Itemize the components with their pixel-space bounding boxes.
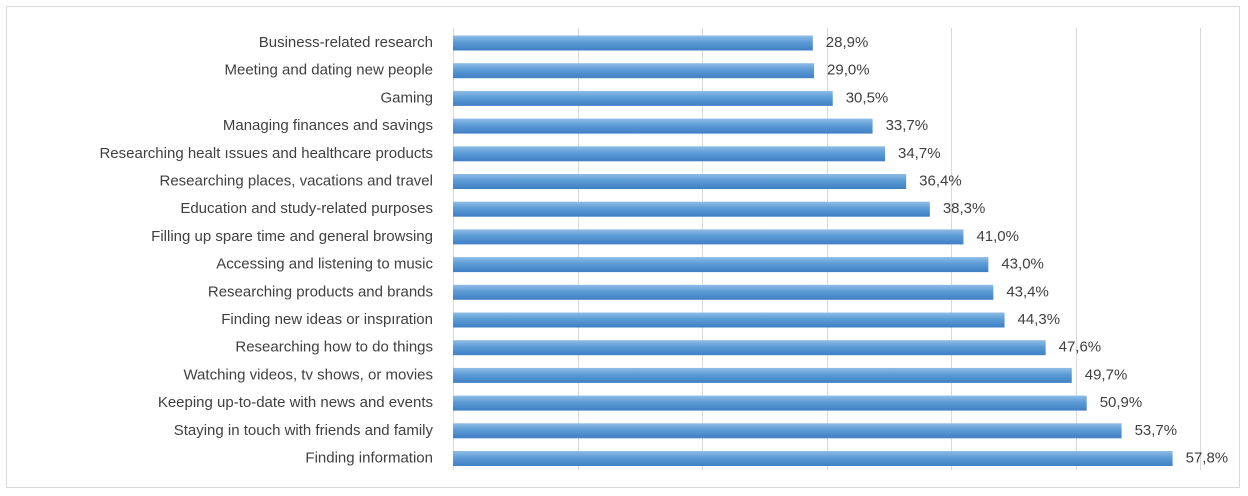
category-label: Gaming: [380, 89, 433, 106]
data-label: 33,7%: [886, 117, 929, 134]
category-label: Researching products and brands: [208, 283, 433, 300]
bar: [453, 367, 1072, 383]
data-label: 29,0%: [827, 62, 870, 79]
bar: [453, 423, 1122, 439]
category-label: Accessing and listening to music: [216, 256, 433, 273]
category-label: Education and study-related purposes: [180, 200, 433, 217]
bar: [453, 201, 930, 217]
bar: [453, 395, 1087, 411]
data-label: 36,4%: [919, 172, 962, 189]
data-label: 44,3%: [1018, 311, 1061, 328]
data-label: 41,0%: [976, 228, 1019, 245]
category-label: Finding information: [305, 449, 433, 466]
category-label: Managing finances and savings: [223, 117, 433, 134]
bar: [453, 90, 833, 106]
bar: [453, 146, 886, 162]
bar: [453, 35, 813, 51]
data-label: 50,9%: [1100, 394, 1143, 411]
bar: [453, 257, 989, 273]
data-label: 38,3%: [943, 200, 986, 217]
category-label: Researching how to do things: [235, 339, 433, 356]
value-labels: 28,9% 29,0% 30,5% 33,7% 34,7% 36,4% 38,3% 41,0%…: [826, 34, 1228, 467]
bars: [453, 35, 1173, 466]
data-label: 43,4%: [1006, 283, 1049, 300]
category-label: Keeping up-to-date with news and events: [158, 394, 433, 411]
data-label: 28,9%: [826, 34, 869, 51]
data-label: 30,5%: [846, 89, 889, 106]
bar: [453, 284, 994, 300]
bar: [453, 174, 907, 189]
data-label: 57,8%: [1186, 449, 1229, 466]
data-label: 34,7%: [898, 145, 941, 162]
data-label: 47,6%: [1059, 339, 1102, 356]
category-label: Business-related research: [259, 34, 433, 51]
category-label: Meeting and dating new people: [225, 62, 434, 79]
bar: [453, 118, 873, 134]
data-label: 43,0%: [1001, 256, 1044, 273]
data-label: 49,7%: [1085, 366, 1128, 383]
category-label: Filling up spare time and general browsi…: [151, 228, 433, 245]
category-label: Finding new ideas or inspıration: [221, 311, 433, 328]
bar: [453, 312, 1005, 328]
bar: [453, 229, 964, 245]
category-label: Researching healt ıssues and healthcare …: [99, 145, 433, 162]
data-label: 53,7%: [1135, 422, 1178, 439]
bar: [453, 63, 815, 79]
category-label: Staying in touch with friends and family: [174, 422, 434, 439]
category-labels: Business-related research Meeting and dat…: [99, 34, 433, 467]
category-label: Watching videos, tv shows, or movies: [183, 366, 433, 383]
category-label: Researching places, vacations and travel: [160, 172, 434, 189]
bar: [453, 451, 1173, 466]
bar: [453, 340, 1046, 356]
